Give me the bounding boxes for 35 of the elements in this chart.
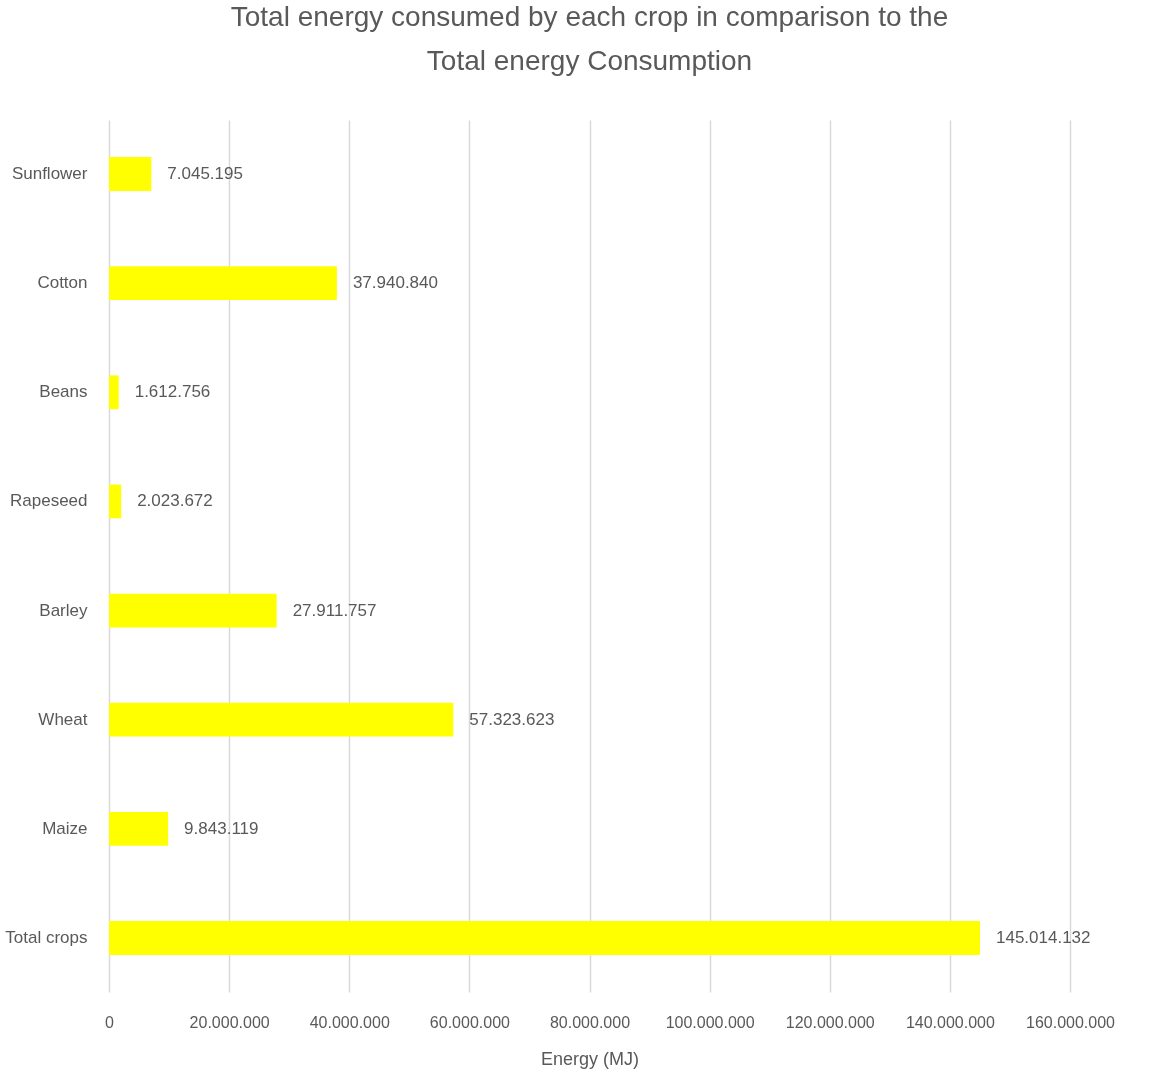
x-tick-label: 120.000.000 (785, 1013, 875, 1031)
bar (109, 593, 277, 628)
x-axis-title: Energy (MJ) (540, 1048, 640, 1069)
x-tick-label: 20.000.000 (189, 1013, 270, 1031)
bar (109, 266, 337, 301)
y-tick-label: Beans (39, 382, 88, 402)
x-tick-label: 40.000.000 (309, 1013, 390, 1031)
y-tick-label: Barley (39, 600, 88, 620)
data-label: 37.940.840 (352, 273, 438, 293)
bar (109, 484, 122, 519)
chart-title: Total energy consumed by each crop in comparison to the Total energy Consumption (230, 1, 949, 76)
data-label: 9.843.119 (184, 818, 259, 838)
data-label: 145.014.132 (995, 927, 1091, 947)
x-tick-label: 140.000.000 (905, 1013, 995, 1031)
bar (109, 702, 454, 737)
x-tick-label: 100.000.000 (665, 1013, 755, 1031)
y-tick-label: Cotton (37, 273, 88, 293)
bar (109, 811, 169, 846)
data-label: 1.612.756 (134, 382, 211, 402)
data-label: 2.023.672 (137, 491, 213, 511)
y-tick-label: Maize (42, 818, 88, 838)
bar (109, 921, 980, 955)
y-tick-label: Total crops (5, 927, 88, 947)
data-label: 7.045.195 (167, 164, 243, 184)
y-tick-label: Sunflower (11, 164, 88, 184)
y-tick-label: Rapeseed (9, 491, 88, 511)
bar (109, 375, 119, 410)
x-tick-label: 80.000.000 (549, 1013, 631, 1031)
bar (109, 157, 152, 191)
y-tick-label: Wheat (38, 709, 88, 729)
x-tick-label: 60.000.000 (429, 1013, 511, 1031)
data-label: 57.323.623 (469, 709, 555, 729)
x-tick-label: 0 (105, 1013, 115, 1031)
x-tick-label: 160.000.000 (1026, 1013, 1116, 1031)
data-label: 27.911.757 (292, 600, 377, 620)
